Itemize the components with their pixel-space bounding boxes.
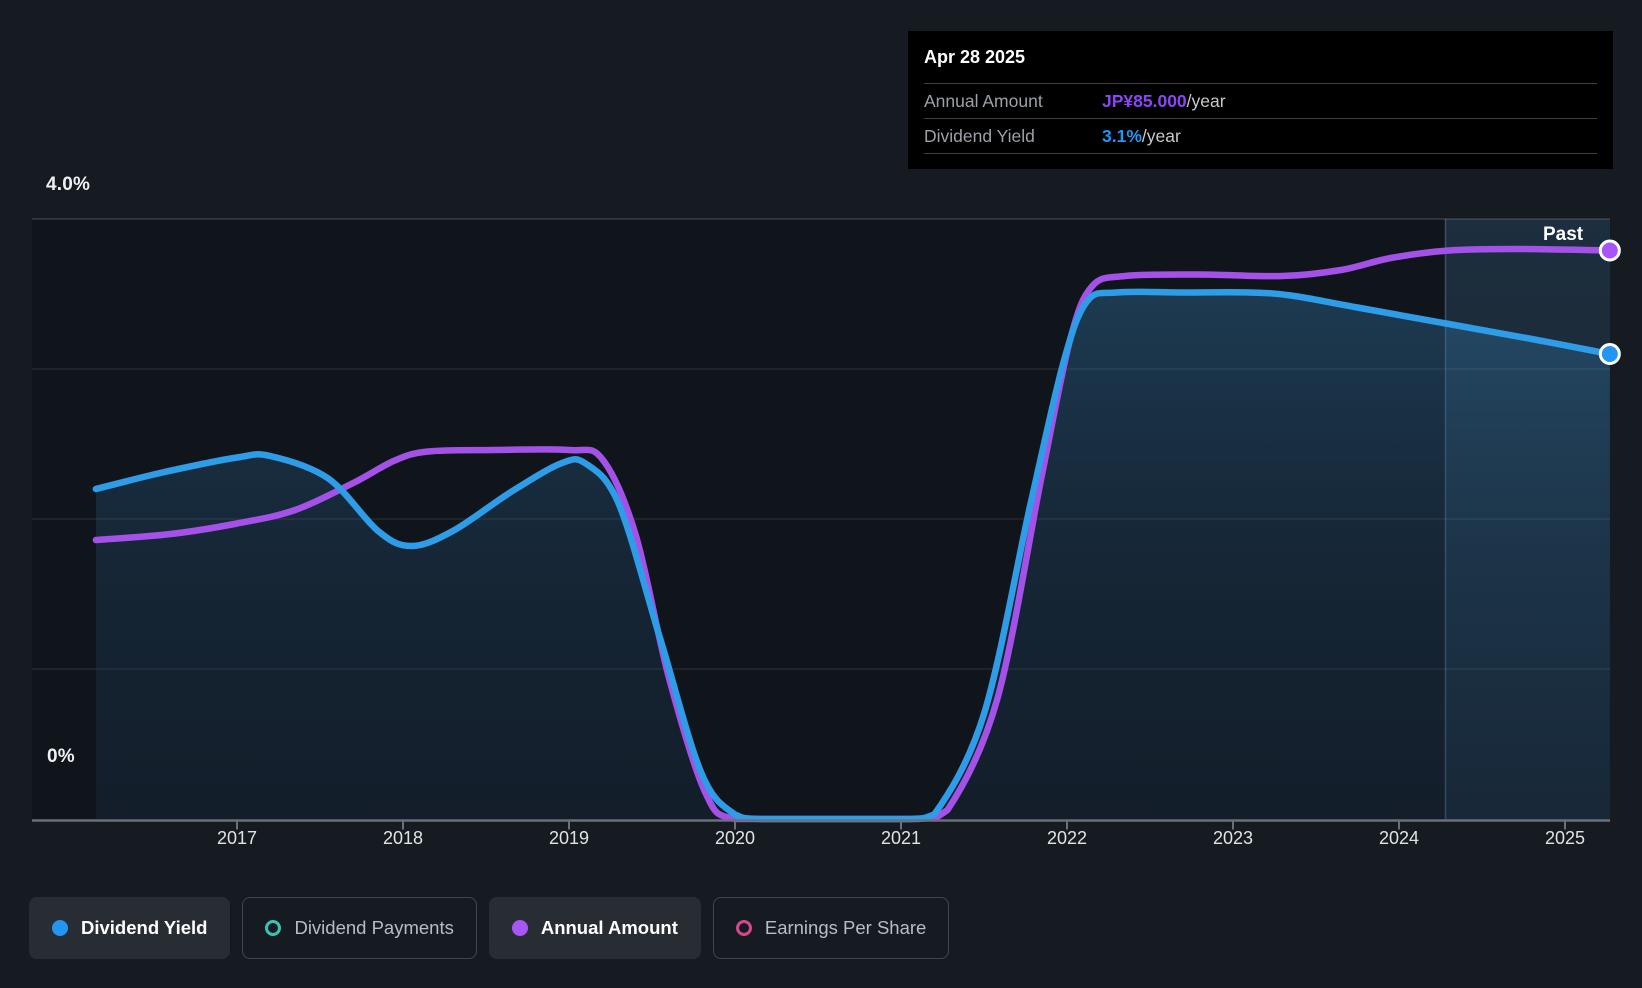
legend-item-earnings-per-share[interactable]: Earnings Per Share bbox=[712, 897, 950, 959]
legend-item-annual-amount[interactable]: Annual Amount bbox=[488, 897, 701, 959]
x-axis-label-2018: 2018 bbox=[382, 828, 424, 848]
x-axis-label-2023: 2023 bbox=[1212, 828, 1254, 848]
tooltip-divider bbox=[924, 153, 1597, 154]
legend-label: Dividend Payments bbox=[294, 917, 454, 938]
y-axis-label-top: 4.0% bbox=[46, 174, 91, 195]
legend-label: Dividend Yield bbox=[81, 917, 208, 938]
dividend-yield-dot-icon bbox=[52, 920, 68, 936]
annual-amount-end-dot bbox=[1598, 239, 1621, 262]
tooltip-value-annual-amount: JP¥85.000 bbox=[1102, 90, 1187, 111]
dividend-payments-ring-icon bbox=[265, 920, 282, 936]
annual-amount-dot-icon bbox=[511, 920, 528, 936]
chart-tooltip: Apr 28 2025 Annual Amount JP¥85.000 /yea… bbox=[908, 31, 1613, 169]
x-axis-label-2022: 2022 bbox=[1046, 828, 1088, 848]
x-axis-label-2020: 2020 bbox=[714, 828, 756, 848]
x-axis-label-2025: 2025 bbox=[1544, 828, 1586, 848]
legend-item-dividend-payments[interactable]: Dividend Payments bbox=[242, 897, 477, 959]
dividend-yield-area-fill bbox=[95, 291, 1610, 820]
x-axis-label-2019: 2019 bbox=[548, 828, 590, 848]
tooltip-suffix: /year bbox=[1141, 125, 1181, 146]
tooltip-suffix: /year bbox=[1186, 90, 1226, 111]
tooltip-row-annual-amount: Annual Amount JP¥85.000 /year bbox=[924, 84, 1597, 118]
dividend-yield-end-dot bbox=[1598, 343, 1621, 365]
past-region-label: Past bbox=[1543, 224, 1584, 245]
legend-label: Annual Amount bbox=[540, 917, 678, 938]
y-axis-label-zero: 0% bbox=[47, 746, 75, 767]
tooltip-divider bbox=[924, 83, 1597, 84]
tooltip-value-dividend-yield: 3.1% bbox=[1102, 125, 1142, 146]
tooltip-date: Apr 28 2025 bbox=[924, 46, 1026, 67]
chart-legend: Dividend Yield Dividend Payments Annual … bbox=[29, 897, 950, 959]
legend-label: Earnings Per Share bbox=[764, 917, 927, 938]
tooltip-label: Dividend Yield bbox=[924, 125, 1035, 146]
tooltip-row-dividend-yield: Dividend Yield 3.1% /year bbox=[924, 119, 1597, 153]
earnings-per-share-ring-icon bbox=[735, 920, 752, 936]
dividend-yield-line bbox=[92, 288, 1614, 823]
tooltip-label: Annual Amount bbox=[924, 90, 1043, 111]
tooltip-divider bbox=[924, 118, 1597, 119]
x-axis-label-2024: 2024 bbox=[1378, 828, 1420, 848]
x-axis-label-2017: 2017 bbox=[216, 828, 258, 848]
legend-item-dividend-yield[interactable]: Dividend Yield bbox=[29, 897, 231, 959]
x-axis-label-2021: 2021 bbox=[880, 828, 922, 848]
